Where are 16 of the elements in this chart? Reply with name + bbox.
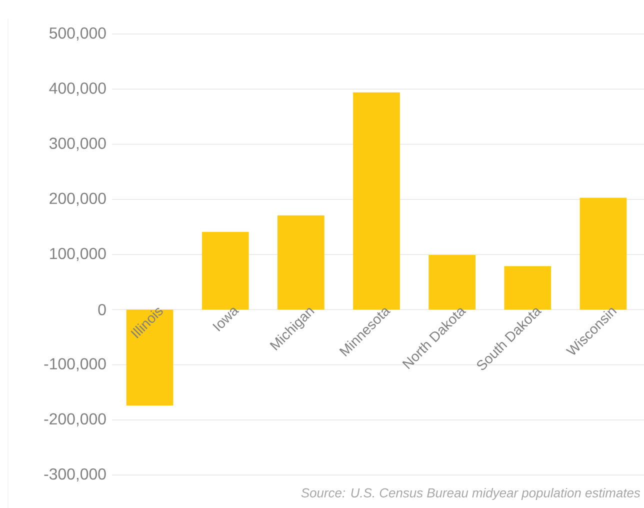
y-tick-label: 400,000	[49, 82, 106, 96]
y-tick-label: 0	[98, 304, 106, 316]
source-note: Source: U.S. Census Bureau midyear population estimates	[301, 488, 640, 500]
bar	[428, 255, 476, 310]
y-tick-label: 300,000	[49, 138, 106, 151]
bar	[504, 266, 552, 310]
y-tick-label: 200,000	[50, 192, 106, 206]
bar	[126, 310, 174, 406]
y-tick-label: -200,000	[44, 413, 106, 426]
bar	[353, 92, 400, 310]
y-tick-label: 500,000	[50, 27, 106, 41]
bar	[580, 198, 627, 310]
y-tick-label: 100,000	[50, 248, 106, 262]
y-tick-label: -100,000	[44, 358, 106, 372]
y-tick-label: -300,000	[44, 468, 106, 482]
bar	[278, 215, 324, 310]
